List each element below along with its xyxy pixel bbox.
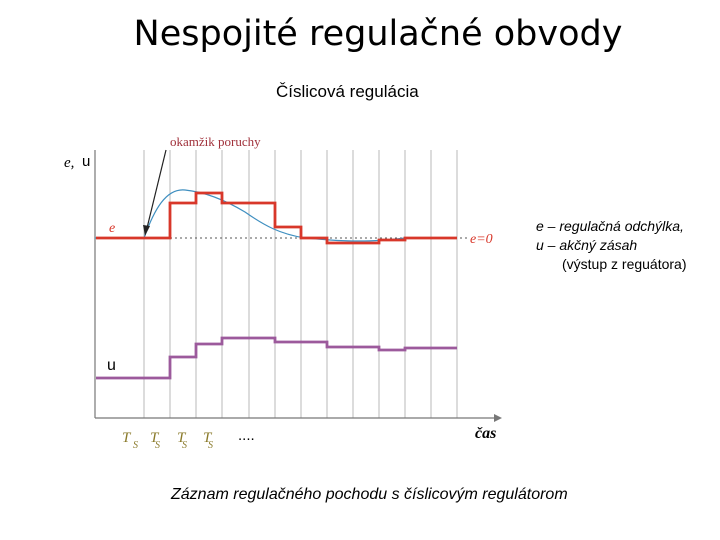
legend-line-e: e – regulačná odchýlka, xyxy=(536,218,684,234)
figure-caption: Záznam regulačného pochodu s číslicovým … xyxy=(171,486,568,503)
sample-sub-4: S xyxy=(208,440,213,451)
sample-sub-2: S xyxy=(155,440,160,451)
e-curve-label: e xyxy=(109,221,115,236)
sampling-grid xyxy=(143,150,458,418)
legend-line-u: u – akčný zásah xyxy=(536,237,638,253)
y-axis-label-u: u xyxy=(82,153,90,170)
sample-label-1: T xyxy=(122,430,132,446)
page-subtitle: Číslicová regulácia xyxy=(276,82,419,101)
page-title: Nespojité regulačné obvody xyxy=(133,14,623,54)
sample-label-4: T xyxy=(203,430,213,446)
ellipsis: .... xyxy=(238,427,255,444)
fault-arrow xyxy=(146,149,167,229)
sample-label-2: T xyxy=(150,430,160,446)
fault-label: okamžik poruchy xyxy=(170,134,261,149)
fault-arrow-head xyxy=(143,225,150,236)
x-axis-label: čas xyxy=(475,425,496,442)
e-zero-label: e=0 xyxy=(470,232,493,247)
y-axis-label-e: e, xyxy=(64,155,74,171)
legend: e – regulačná odchýlka, u – akčný zásah … xyxy=(536,217,687,274)
legend-line-note: (výstup z reguátora) xyxy=(562,256,687,272)
continuous-e-curve xyxy=(95,189,406,242)
u-curve-label: u xyxy=(107,357,116,374)
sample-label-3: T xyxy=(177,430,187,446)
x-axis-arrow xyxy=(494,414,502,422)
sampled-e-signal xyxy=(96,191,457,245)
u-signal xyxy=(96,336,457,380)
sample-sub-3: S xyxy=(182,440,187,451)
sample-period-labels: T S T S T S T S .... xyxy=(122,427,255,451)
sample-sub-1: S xyxy=(133,440,138,451)
